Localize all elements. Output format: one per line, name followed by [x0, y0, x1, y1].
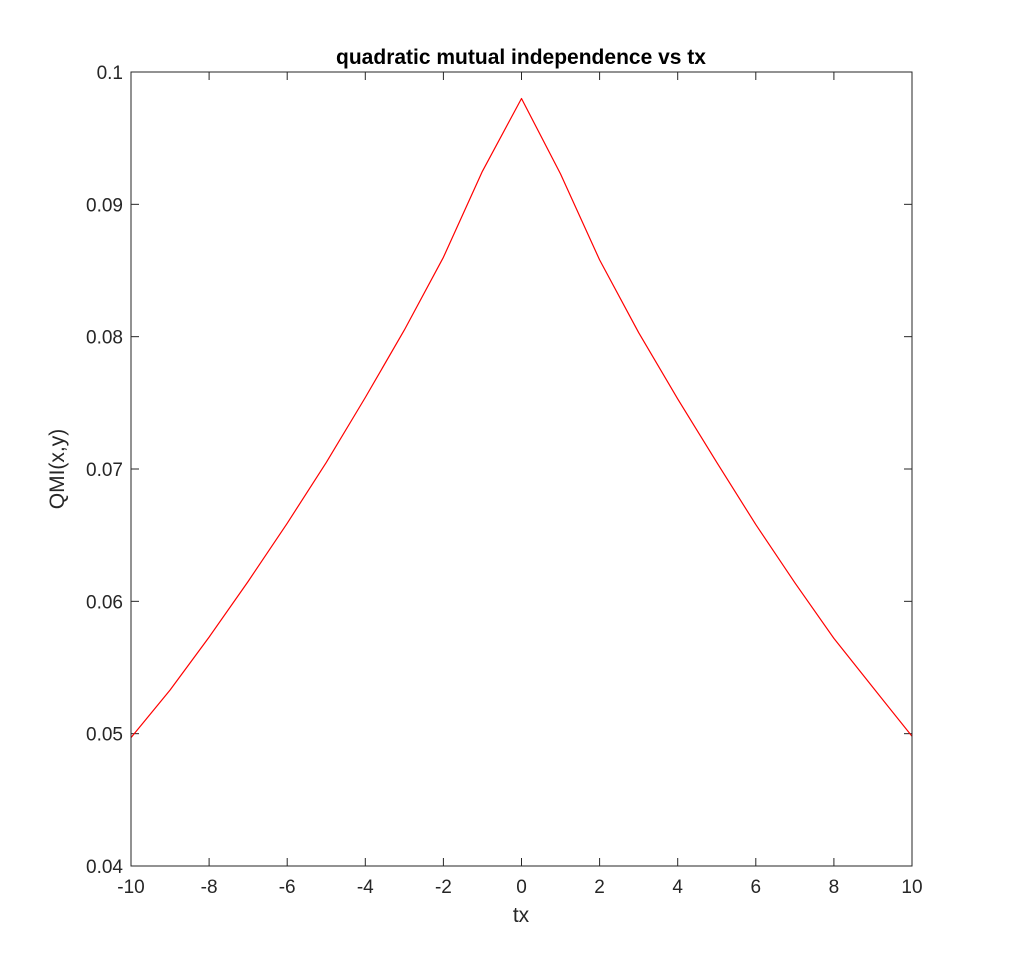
y-tick-label: 0.06 [86, 592, 123, 613]
y-tick-label: 0.04 [86, 857, 123, 878]
axes-box [130, 71, 913, 867]
x-tick-labels: -10 -8 -6 -4 -2 0 2 4 6 8 10 [117, 877, 922, 898]
series-layer [130, 97, 913, 738]
x-tick-label: 0 [516, 877, 527, 898]
x-tick-label: 6 [751, 877, 762, 898]
y-axis-label: QMI(x,y) [46, 429, 69, 509]
y-tick-labels: 0.04 0.05 0.06 0.07 0.08 0.09 0.1 [86, 63, 123, 878]
chart-title: quadratic mutual independence vs tx [336, 46, 706, 69]
x-axis-label: tx [513, 904, 530, 927]
x-tick-label: -6 [279, 877, 296, 898]
series-line [130, 97, 913, 738]
y-tick-label: 0.09 [86, 195, 123, 216]
x-tick-label: -2 [435, 877, 452, 898]
plot-area [131, 72, 912, 866]
y-tick-label: 0.08 [86, 328, 123, 349]
x-tick-label: -8 [201, 877, 218, 898]
x-tick-label: -4 [357, 877, 374, 898]
x-tick-label: -10 [117, 877, 144, 898]
x-tick-label: 8 [829, 877, 840, 898]
x-tick-label: 2 [594, 877, 605, 898]
x-tick-label: 10 [901, 877, 922, 898]
x-tick-label: 4 [672, 877, 683, 898]
y-tick-label: 0.05 [86, 725, 123, 746]
y-tick-label: 0.07 [86, 460, 123, 481]
y-tick-label: 0.1 [97, 63, 123, 84]
